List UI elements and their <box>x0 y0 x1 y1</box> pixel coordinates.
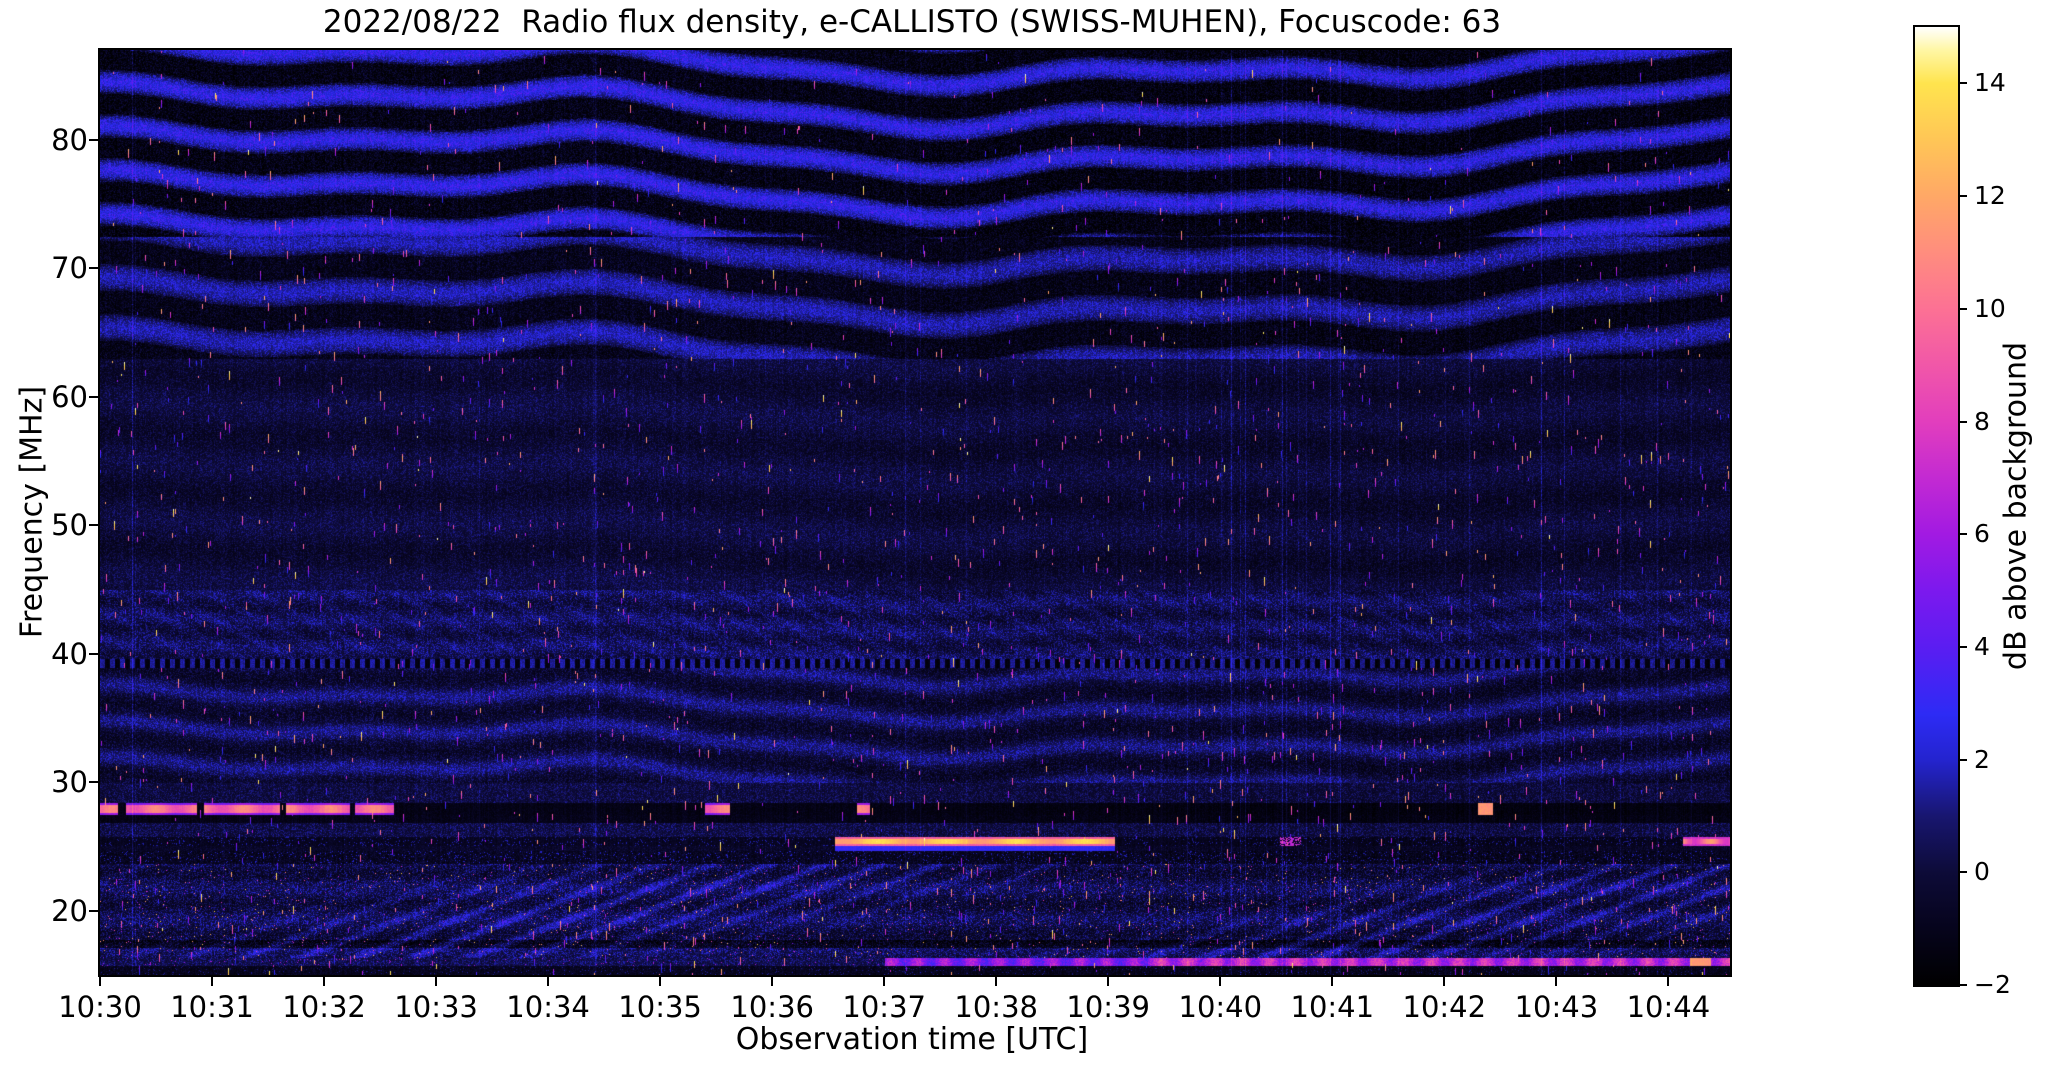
x-tick <box>659 977 662 986</box>
x-tick <box>883 977 886 986</box>
y-tick <box>89 652 98 655</box>
y-tick-label: 80 <box>51 122 88 157</box>
x-tick <box>1667 977 1670 986</box>
colorbar-tick-label: 6 <box>1974 519 1990 549</box>
colorbar-tick-label: 12 <box>1974 181 2006 211</box>
x-tick <box>1443 977 1446 986</box>
x-tick-label: 10:39 <box>1066 990 1150 1024</box>
x-tick-label: 10:35 <box>618 990 702 1024</box>
colorbar-tick-label: 10 <box>1974 293 2006 323</box>
x-tick-label: 10:37 <box>842 990 926 1024</box>
colorbar <box>1913 25 1960 987</box>
colorbar-tick <box>1960 82 1967 85</box>
x-tick <box>771 977 774 986</box>
colorbar-tick <box>1960 195 1967 198</box>
x-tick-label: 10:36 <box>730 990 814 1024</box>
x-tick-label: 10:38 <box>954 990 1038 1024</box>
colorbar-tick-label: 0 <box>1974 857 1990 887</box>
x-tick <box>995 977 998 986</box>
colorbar-tick-label: 14 <box>1974 68 2006 98</box>
plot-area <box>98 48 1732 977</box>
x-tick <box>1219 977 1222 986</box>
x-tick-label: 10:42 <box>1402 990 1487 1024</box>
colorbar-tick <box>1960 645 1967 648</box>
x-tick <box>547 977 550 986</box>
y-tick-label: 30 <box>51 765 88 800</box>
colorbar-label: dB above background <box>1998 341 2034 671</box>
colorbar-tick <box>1960 533 1967 536</box>
y-tick-label: 40 <box>51 636 88 671</box>
x-tick <box>323 977 326 986</box>
x-tick-label: 10:44 <box>1626 990 1711 1024</box>
x-axis-label: Observation time [UTC] <box>735 1022 1089 1057</box>
x-tick <box>1107 977 1110 986</box>
x-tick-label: 10:43 <box>1514 990 1599 1024</box>
colorbar-tick-label: 2 <box>1974 744 1990 774</box>
y-tick-label: 70 <box>51 251 88 286</box>
colorbar-tick <box>1960 758 1967 761</box>
y-tick <box>89 781 98 784</box>
colorbar-tick-label: −2 <box>1974 970 2011 999</box>
x-tick-label: 10:40 <box>1178 990 1263 1024</box>
chart-title: 2022/08/22 Radio flux density, e-CALLIST… <box>322 4 1502 40</box>
colorbar-tick <box>1960 420 1967 423</box>
x-tick-label: 10:34 <box>506 990 590 1024</box>
colorbar-tick-label: 8 <box>1974 406 1990 436</box>
x-tick <box>211 977 213 986</box>
x-tick-label: 10:31 <box>170 990 254 1024</box>
colorbar-tick <box>1960 307 1967 310</box>
x-tick <box>1331 977 1334 986</box>
y-tick-label: 60 <box>51 379 88 414</box>
x-tick <box>1555 977 1558 986</box>
colorbar-gradient <box>1915 27 1958 985</box>
y-tick <box>89 267 98 270</box>
colorbar-tick <box>1960 984 1967 986</box>
y-tick <box>89 524 98 527</box>
y-tick-label: 20 <box>51 893 88 928</box>
x-tick-label: 10:30 <box>58 990 142 1024</box>
y-tick <box>89 395 98 398</box>
x-tick <box>99 977 101 986</box>
x-tick-label: 10:32 <box>282 990 366 1024</box>
spectrogram-image <box>100 50 1730 975</box>
x-tick-label: 10:41 <box>1290 990 1375 1024</box>
colorbar-tick <box>1960 871 1967 874</box>
x-tick <box>435 977 438 986</box>
y-tick <box>89 138 98 141</box>
y-tick-label: 50 <box>51 508 88 543</box>
colorbar-tick-label: 4 <box>1974 631 1990 661</box>
x-tick-label: 10:33 <box>394 990 478 1024</box>
y-tick <box>89 909 98 912</box>
